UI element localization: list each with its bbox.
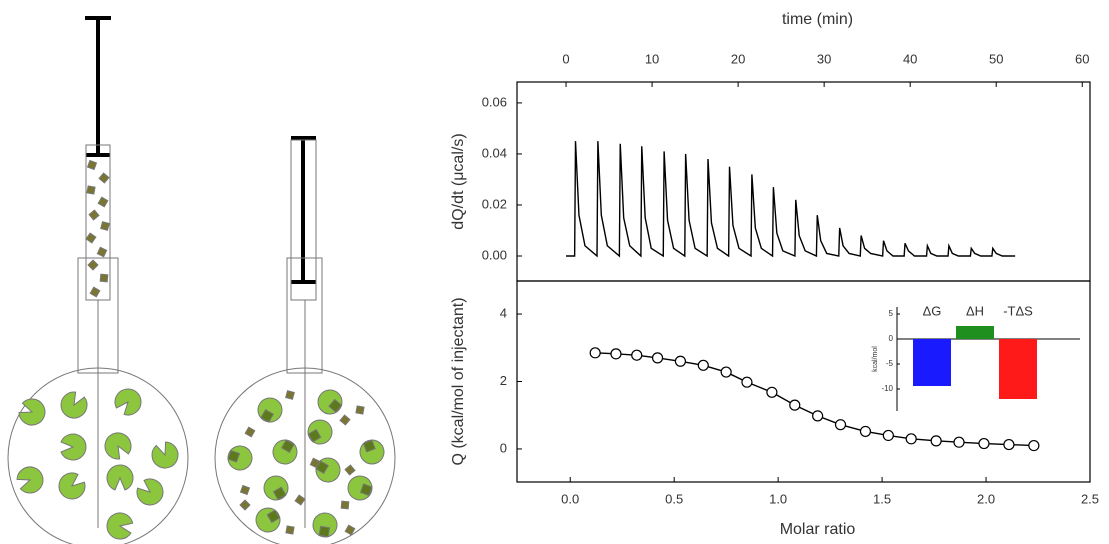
- x-tick-label: 1.0: [769, 491, 787, 506]
- x-tick-label: 50: [989, 51, 1003, 66]
- bar-label: ΔG: [923, 303, 942, 318]
- y-tick-label: -5: [886, 359, 894, 368]
- x-tick-label: 20: [731, 51, 745, 66]
- x-tick-label: 60: [1075, 51, 1089, 66]
- bar: [956, 326, 994, 339]
- data-point: [741, 376, 753, 388]
- barrel: [290, 139, 317, 301]
- data-point: [610, 348, 622, 360]
- y-tick-label: 4: [500, 305, 507, 320]
- x-tick-label: 0.0: [561, 491, 579, 506]
- y-tick-label: 5: [889, 309, 894, 318]
- x-tick-label: 2.5: [1081, 491, 1099, 506]
- data-point: [589, 347, 601, 359]
- data-point: [674, 355, 687, 367]
- y-tick-label: 0.04: [482, 145, 507, 160]
- bar: [999, 339, 1037, 399]
- x-tick-label: 2.0: [977, 491, 995, 506]
- data-point: [905, 433, 917, 445]
- y-tick-label: 2: [500, 373, 507, 388]
- ligands: [85, 160, 110, 298]
- data-point: [859, 425, 872, 438]
- data-point: [789, 399, 801, 411]
- data-point: [834, 419, 847, 431]
- data-point: [1003, 438, 1015, 451]
- x-tick-label: 0.5: [665, 491, 683, 506]
- x-tick-label: 1.5: [873, 491, 891, 506]
- bar: [913, 339, 951, 386]
- data-point: [882, 429, 894, 442]
- bar-label: ΔH: [966, 303, 984, 318]
- bar-label: -TΔS: [1003, 303, 1033, 318]
- data-point: [953, 436, 965, 448]
- data-point: [1028, 439, 1040, 452]
- y-axis-label: Q (kcal/mol of injectant): [450, 297, 467, 465]
- y-tick-label: 0.06: [482, 94, 507, 109]
- data-point: [651, 352, 664, 364]
- x-axis-label: Molar ratio: [780, 521, 856, 538]
- data-point: [766, 386, 778, 398]
- y-tick-label: 0: [889, 334, 894, 343]
- y-tick-label: -10: [881, 384, 893, 393]
- x-tick-label: 0: [562, 51, 569, 66]
- data-point: [631, 349, 643, 361]
- y-tick-label: 0.02: [482, 196, 507, 211]
- y-tick-label: 0.00: [482, 247, 507, 262]
- data-point: [812, 410, 824, 422]
- data-line: [566, 141, 1016, 258]
- y-axis-label: dQ/dt (μcal/s): [450, 133, 467, 229]
- x-axis-label: time (min): [782, 11, 853, 28]
- x-tick-label: 30: [817, 51, 831, 66]
- data-point: [697, 359, 709, 371]
- data-point: [720, 366, 732, 378]
- y-axis-label: kcal/mol: [872, 346, 879, 372]
- x-tick-label: 10: [645, 51, 659, 66]
- x-tick-label: 40: [903, 51, 917, 66]
- plot-frame: [516, 81, 1091, 282]
- data-point: [978, 437, 990, 450]
- y-tick-label: 0: [500, 440, 507, 455]
- data-point: [930, 435, 942, 447]
- illustration: [7, 16, 396, 544]
- data-line: [595, 352, 1034, 447]
